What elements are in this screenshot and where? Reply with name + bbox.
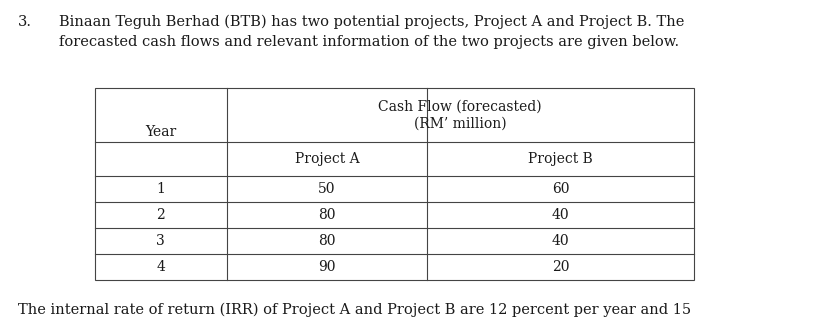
Text: Binaan Teguh Berhad (BTB) has two potential projects, Project A and Project B. T: Binaan Teguh Berhad (BTB) has two potent… bbox=[59, 15, 685, 29]
Text: 1: 1 bbox=[156, 182, 165, 196]
Text: (RM’ million): (RM’ million) bbox=[414, 117, 506, 130]
Text: 3.: 3. bbox=[18, 15, 32, 29]
Text: 60: 60 bbox=[552, 182, 569, 196]
Text: 40: 40 bbox=[552, 234, 569, 248]
Text: 4: 4 bbox=[156, 260, 165, 274]
Text: Year: Year bbox=[145, 125, 177, 139]
Text: 50: 50 bbox=[318, 182, 336, 196]
Bar bbox=[95, 88, 694, 280]
Text: Project B: Project B bbox=[528, 152, 593, 166]
Text: 80: 80 bbox=[318, 208, 336, 222]
Text: 2: 2 bbox=[156, 208, 165, 222]
Text: The internal rate of return (IRR) of Project A and Project B are 12 percent per : The internal rate of return (IRR) of Pro… bbox=[18, 303, 691, 317]
Text: 80: 80 bbox=[318, 234, 336, 248]
Text: Cash Flow (forecasted): Cash Flow (forecasted) bbox=[378, 100, 542, 114]
Text: 3: 3 bbox=[156, 234, 165, 248]
Text: 40: 40 bbox=[552, 208, 569, 222]
Text: forecasted cash flows and relevant information of the two projects are given bel: forecasted cash flows and relevant infor… bbox=[59, 35, 680, 49]
Text: 90: 90 bbox=[318, 260, 336, 274]
Text: Project A: Project A bbox=[295, 152, 359, 166]
Text: 20: 20 bbox=[552, 260, 569, 274]
